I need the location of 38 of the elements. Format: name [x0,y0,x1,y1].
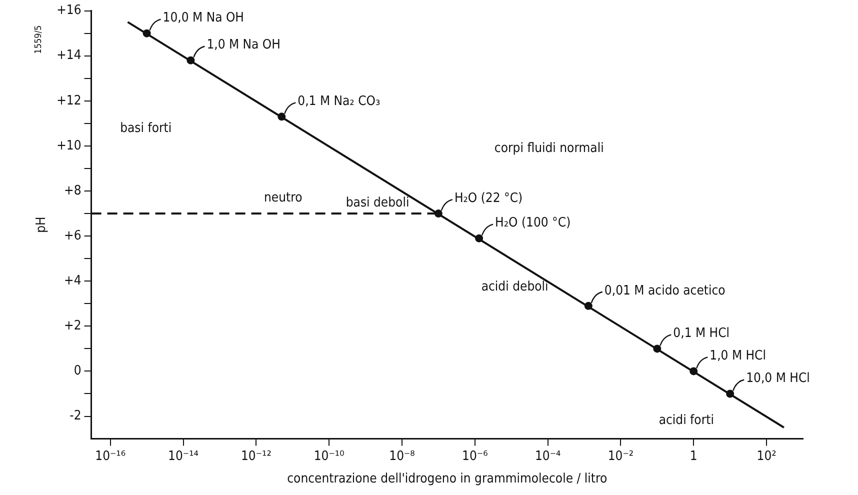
y-tick-label: +8 [64,183,82,198]
annotation: basi forti [120,121,172,136]
y-tick-label: -2 [70,408,82,424]
annotation: H₂O (100 °C) [495,216,571,231]
y-tick-label: +2 [64,318,82,334]
x-tick-label: 10⁻⁶ [462,448,488,464]
y-tick-label: +12 [56,93,82,108]
annotation: 0,1 M Na₂ CO₃ [298,94,380,110]
x-tick-label: 10⁻¹⁶ [95,448,126,464]
x-tick-label: 10² [756,448,776,464]
x-tick-label: 10⁻⁴ [534,448,561,464]
y-tick-label: +6 [64,228,82,244]
y-tick-label: +10 [56,138,82,154]
annotation: neutro [264,190,302,206]
annotation: H₂O (22 °C) [454,190,523,206]
annotation: acidi deboli [481,279,548,294]
annotation: 0,01 M acido acetico [604,283,726,298]
x-tick-label: 10⁻¹⁴ [168,448,199,464]
text: 1559/5 [34,25,44,54]
x-tick-label: 10⁻¹² [240,448,272,464]
x-tick-label: 1 [690,448,698,464]
x-tick-label: 10⁻² [608,448,634,464]
y-tick-label: +16 [56,3,82,18]
x-tick-label: 10⁻⁸ [389,448,416,464]
annotation: 1,0 M Na OH [206,38,280,53]
y-tick-label: +4 [64,273,82,288]
x-tick-label: 10⁻¹⁰ [314,448,345,464]
y-tick-label: +14 [56,48,82,64]
y-axis-title: pH [34,216,50,233]
annotation: corpi fluidi normali [494,140,604,156]
annotation: 1,0 M HCl [710,348,766,364]
annotation: 0,1 M HCl [673,326,730,342]
x-axis-title: concentrazione dell'idrogeno in grammimolecole / litro [287,472,608,487]
annotation: acidi forti [658,413,714,428]
y-tick-label: 0 [74,364,82,379]
annotation: basi deboli [346,195,410,210]
annotation: 10,0 M Na OH [162,10,244,26]
annotation: 10,0 M HCl [746,371,810,386]
